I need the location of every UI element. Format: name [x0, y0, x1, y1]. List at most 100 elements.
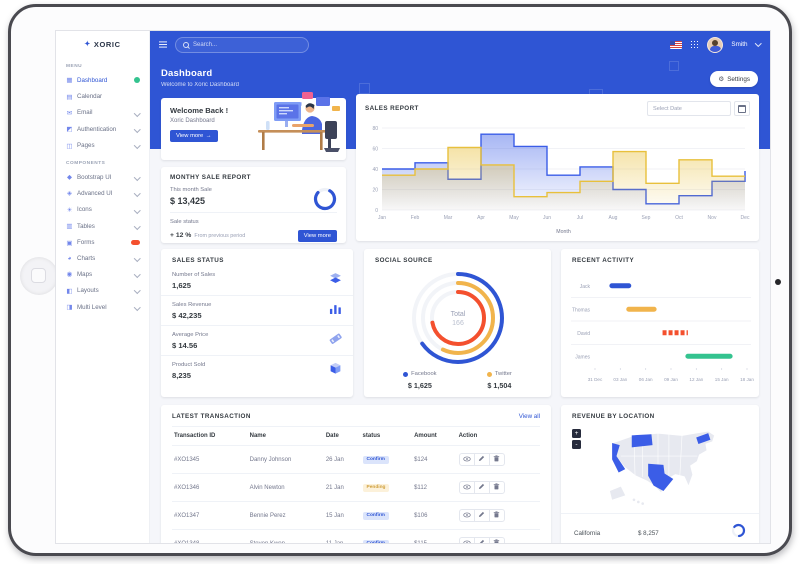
- trash-button[interactable]: [488, 454, 504, 465]
- transaction-table-wrap: Transaction ID Name Date status Amount Action…: [161, 426, 551, 543]
- status-row-label: Sales Revenue: [172, 301, 212, 308]
- this-month-label: This month Sale: [170, 187, 212, 193]
- transaction-id[interactable]: #XO1346: [172, 473, 248, 502]
- sidebar-item-charts[interactable]: ◕ Charts: [56, 251, 149, 266]
- settings-label: Settings: [727, 75, 750, 83]
- sidebar-item-icons[interactable]: ☀ Icons: [56, 202, 149, 218]
- eye-button[interactable]: [460, 454, 474, 465]
- legend-name: Facebook: [403, 371, 437, 377]
- revenue-value: $ 8,257: [638, 529, 659, 537]
- monthly-sale-report-card: MONTHY SALE REPORT This month Sale $ 13,…: [161, 167, 346, 243]
- pencil-button[interactable]: [473, 454, 489, 465]
- transaction-amount: $112: [412, 473, 457, 502]
- column-header-name: Name: [247, 426, 324, 446]
- svg-text:31 Dec: 31 Dec: [588, 377, 603, 382]
- select-date-input[interactable]: Select Date: [647, 101, 731, 116]
- maps-icon: ◉: [66, 271, 73, 279]
- transaction-name: Danny Johnson: [247, 445, 324, 474]
- sidebar: ✦ XORIC MENU ▦ Dashboard ▤ Calendar ✉ Email ◩ Au…: [56, 31, 150, 543]
- transaction-id[interactable]: #XO1348: [172, 529, 248, 543]
- social-legend-twitter: Twitter $ 1,504: [486, 371, 512, 390]
- eye-button[interactable]: [460, 538, 474, 543]
- sidebar-item-email[interactable]: ✉ Email: [56, 105, 149, 121]
- sidebar-item-layouts[interactable]: ◧ Layouts: [56, 283, 149, 299]
- select-date-placeholder: Select Date: [653, 105, 682, 112]
- social-source-legend: Facebook $ 1,625 Twitter $ 1,504: [364, 371, 551, 390]
- column-header-amount: Amount: [412, 426, 457, 446]
- chevron-down-icon: [133, 173, 140, 181]
- language-flag-icon[interactable]: [670, 40, 683, 49]
- svg-text:09 Jan: 09 Jan: [664, 377, 678, 382]
- sidebar-item-bootstrap-ui[interactable]: ◆ Bootstrap UI: [56, 169, 149, 185]
- map-zoom-in-button[interactable]: +: [572, 429, 581, 438]
- status-badge: Pending: [362, 483, 390, 492]
- sidebar-section-label: COMPONENTS: [66, 160, 106, 166]
- status-badge: Confirm: [362, 455, 389, 464]
- settings-button[interactable]: ⚙ Settings: [710, 71, 758, 87]
- transaction-name: Steven Kwon: [247, 529, 324, 543]
- user-avatar[interactable]: [707, 36, 724, 53]
- sidebar-item-label: Icons: [77, 206, 92, 214]
- sidebar-item-calendar[interactable]: ▤ Calendar: [56, 88, 149, 104]
- calendar-button[interactable]: [734, 101, 750, 116]
- transaction-id[interactable]: #XO1345: [172, 445, 248, 474]
- user-name[interactable]: Smith: [731, 41, 748, 48]
- sidebar-item-label: Charts: [77, 254, 96, 262]
- eye-button[interactable]: [460, 510, 474, 521]
- sale-delta-note: From previous period: [194, 232, 246, 239]
- transaction-name: Alvin Newton: [247, 473, 324, 502]
- sidebar-item-dashboard[interactable]: ▦ Dashboard: [56, 72, 149, 88]
- gear-icon: ⚙: [718, 76, 725, 83]
- transaction-id[interactable]: #XO1347: [172, 501, 248, 530]
- action-buttons: [458, 481, 505, 494]
- svg-text:Jack: Jack: [580, 284, 591, 290]
- monthly-view-more-button[interactable]: View more: [297, 229, 337, 242]
- trash-icon: [493, 483, 500, 492]
- ticket-icon: [329, 332, 342, 350]
- sidebar-item-authentication[interactable]: ◩ Authentication: [56, 121, 149, 137]
- sidebar-item-advanced-ui[interactable]: ◈ Advanced UI: [56, 185, 149, 201]
- eye-icon: [462, 484, 471, 492]
- table-row: #XO1345 Danny Johnson 26 Jan Confirm $124: [172, 445, 540, 474]
- sidebar-item-maps[interactable]: ◉ Maps: [56, 266, 149, 282]
- revenue-row: California $ 8,257: [561, 513, 759, 543]
- decor-square: [669, 61, 679, 71]
- trash-button[interactable]: [488, 538, 504, 543]
- chevron-down-icon: [133, 271, 140, 278]
- apps-grid-icon[interactable]: [690, 40, 700, 49]
- tablet-home-button[interactable]: [20, 257, 58, 295]
- sale-delta: + 12 %: [170, 232, 192, 239]
- topbar: Search... Smith: [149, 31, 770, 58]
- column-header-status: status: [360, 426, 413, 446]
- pencil-button[interactable]: [473, 510, 489, 521]
- menu-toggle-icon[interactable]: [159, 43, 167, 46]
- status-row-value: $ 14.56: [172, 340, 198, 350]
- search-input[interactable]: Search...: [175, 36, 309, 53]
- trash-button[interactable]: [488, 482, 504, 493]
- svg-text:Mar: Mar: [444, 215, 453, 221]
- view-all-link[interactable]: View all: [518, 413, 540, 420]
- sales-report-chart: 0 20 40 60 80 Jan Feb Mar Apr May Jun Jul Aug Sep Oct N…: [356, 116, 759, 241]
- us-map[interactable]: [599, 423, 741, 511]
- sidebar-item-pages[interactable]: ◫ Pages: [56, 138, 149, 154]
- arrow-right-icon: →: [205, 132, 212, 139]
- tablet-frame: ✦ XORIC MENU ▦ Dashboard ▤ Calendar ✉ Email ◩ Au…: [8, 4, 792, 556]
- svg-text:Thomas: Thomas: [572, 307, 591, 313]
- sidebar-item-label: Forms: [77, 239, 95, 247]
- sidebar-item-tables[interactable]: ▥ Tables: [56, 218, 149, 234]
- sidebar-item-forms[interactable]: ▣ Forms: [56, 234, 149, 250]
- svg-text:40: 40: [372, 167, 378, 173]
- app-logo[interactable]: ✦ XORIC: [56, 31, 149, 57]
- trash-button[interactable]: [488, 510, 504, 521]
- eye-icon: [462, 456, 471, 464]
- pencil-button[interactable]: [473, 538, 489, 543]
- eye-button[interactable]: [460, 482, 474, 493]
- logo-text: XORIC: [93, 39, 121, 49]
- sidebar-item-multi-level[interactable]: ◨ Multi Level: [56, 299, 149, 315]
- social-source-card: SOCIAL SOURCE Total 166 Facebook $ 1,625 Tw…: [364, 249, 551, 397]
- legend-dot: [403, 371, 409, 377]
- pencil-button[interactable]: [473, 482, 489, 493]
- recent-activity-chart: 31 Dec 03 Jan 06 Jan 09 Jan 12 Jan 15 Jan 18 J…: [561, 264, 759, 393]
- map-zoom-out-button[interactable]: -: [572, 440, 581, 449]
- welcome-view-more-button[interactable]: View more →: [170, 129, 218, 142]
